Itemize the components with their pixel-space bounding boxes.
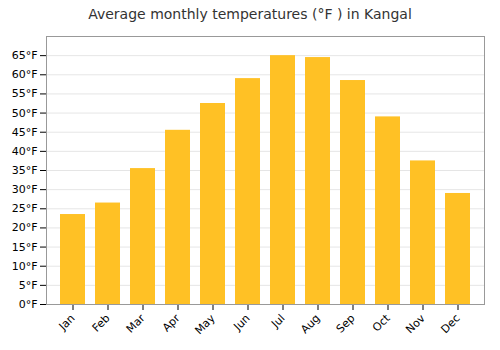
svg-text:25°F: 25°F: [12, 202, 38, 215]
svg-text:45°F: 45°F: [12, 126, 38, 139]
svg-text:Sep: Sep: [334, 312, 358, 336]
svg-text:Feb: Feb: [90, 312, 113, 335]
svg-text:5°F: 5°F: [19, 279, 38, 292]
svg-text:40°F: 40°F: [12, 145, 38, 158]
svg-text:50°F: 50°F: [12, 107, 38, 120]
svg-text:Dec: Dec: [438, 312, 462, 336]
svg-text:Apr: Apr: [160, 311, 183, 334]
svg-text:May: May: [192, 311, 218, 337]
svg-text:Aug: Aug: [298, 312, 322, 336]
svg-text:10°F: 10°F: [12, 260, 38, 273]
svg-text:65°F: 65°F: [12, 49, 38, 62]
svg-text:60°F: 60°F: [12, 68, 38, 81]
html-text:Average monthly temperatures (: Average monthly temperatures (°F ) in Ka…: [88, 6, 412, 22]
svg-text:30°F: 30°F: [12, 183, 38, 196]
svg-text:0°F: 0°F: [19, 298, 38, 311]
svg-text:55°F: 55°F: [12, 87, 38, 100]
svg-text:15°F: 15°F: [12, 241, 38, 254]
svg-text:Nov: Nov: [403, 311, 428, 336]
svg-text:Jan: Jan: [56, 312, 78, 334]
svg-text:Oct: Oct: [370, 311, 393, 334]
svg-text:Jun: Jun: [231, 312, 253, 334]
svg-text:20°F: 20°F: [12, 221, 38, 234]
svg-text:35°F: 35°F: [12, 164, 38, 177]
svg-text:Jul: Jul: [268, 312, 287, 331]
svg-text:Mar: Mar: [124, 311, 148, 335]
